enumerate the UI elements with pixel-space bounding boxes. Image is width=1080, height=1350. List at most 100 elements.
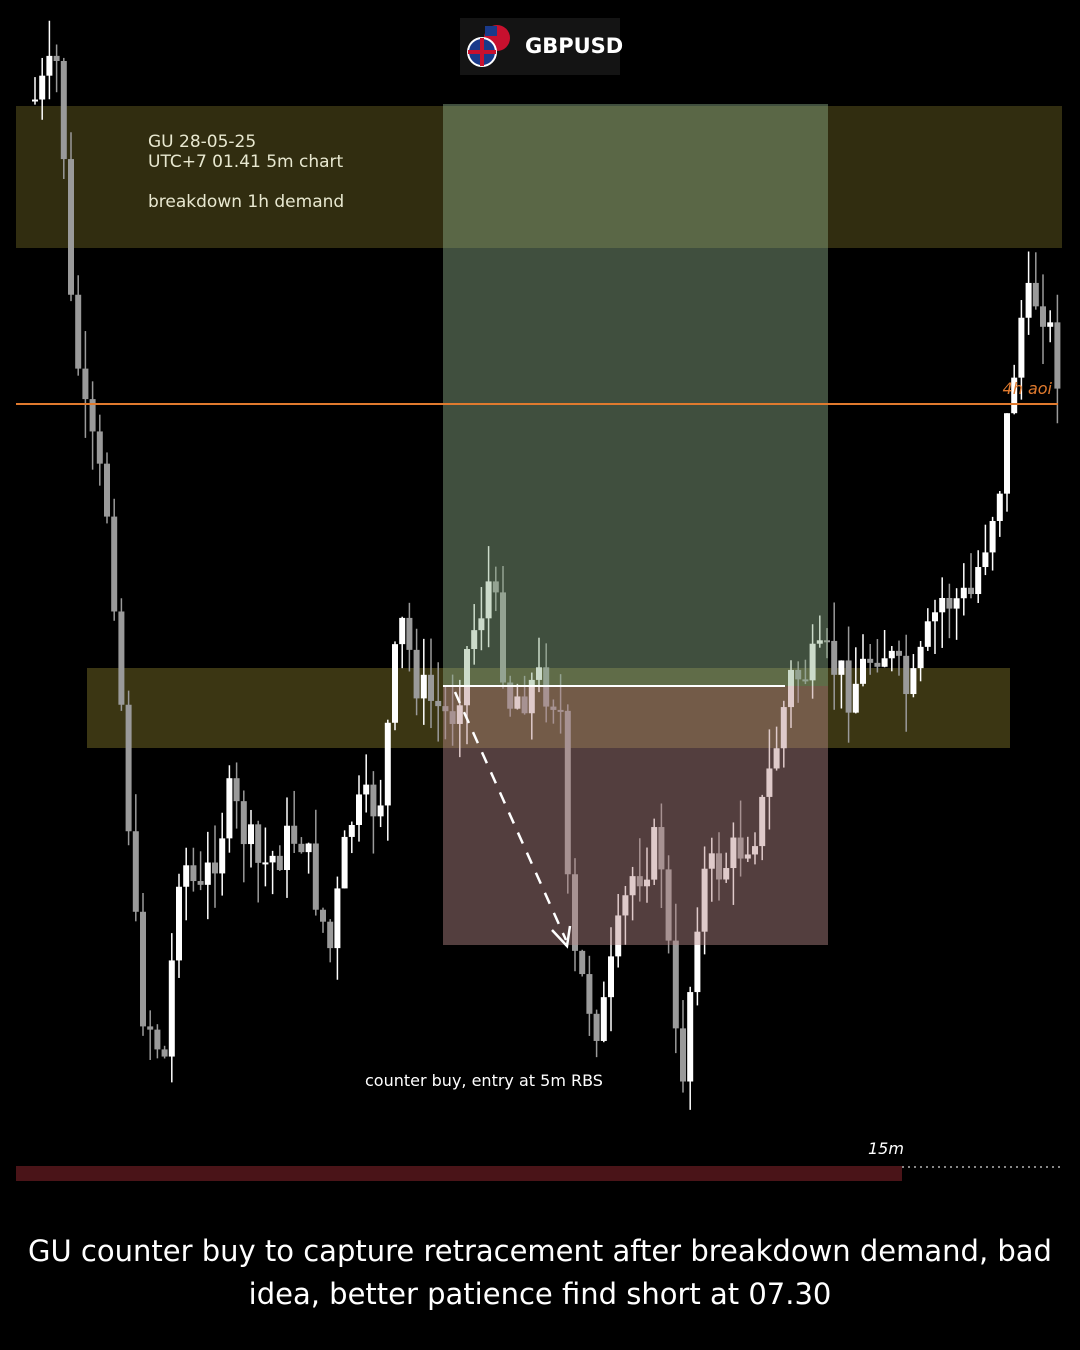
candle-body bbox=[896, 650, 902, 656]
candle-body bbox=[917, 646, 924, 669]
entry-note: counter buy, entry at 5m RBS bbox=[365, 1071, 603, 1090]
candle-body bbox=[46, 55, 53, 76]
candle-body bbox=[1032, 282, 1039, 307]
candle-body bbox=[82, 368, 89, 400]
candle-body bbox=[744, 854, 751, 859]
candle-body bbox=[348, 825, 355, 837]
candle-body bbox=[651, 827, 658, 880]
timer-label: 15m bbox=[868, 1139, 904, 1158]
candle-body bbox=[320, 909, 326, 922]
candle-body bbox=[752, 846, 758, 855]
candle-body bbox=[557, 709, 564, 712]
candle-body bbox=[53, 55, 60, 61]
candle-body bbox=[629, 876, 636, 896]
candle-body bbox=[132, 831, 139, 912]
candle-body bbox=[442, 706, 449, 712]
candle-body bbox=[334, 888, 341, 949]
candle-body bbox=[514, 696, 521, 709]
candle-body bbox=[802, 679, 809, 682]
candle-body bbox=[298, 843, 305, 853]
candle-body bbox=[953, 598, 960, 609]
note-time: UTC+7 01.41 5m chart bbox=[148, 152, 344, 172]
symbol: GBPUSD bbox=[525, 34, 623, 58]
candle-body bbox=[370, 784, 377, 817]
candle-body bbox=[852, 683, 859, 713]
candle-body bbox=[399, 617, 406, 645]
candle-body bbox=[284, 825, 290, 871]
candle-body bbox=[888, 650, 895, 659]
candles bbox=[32, 20, 1061, 1110]
candle-body bbox=[1018, 317, 1025, 378]
flag-us-canton bbox=[485, 26, 497, 36]
candle-body bbox=[982, 552, 989, 568]
stop-loss-zone bbox=[443, 686, 828, 945]
candle-body bbox=[636, 876, 643, 887]
candle-body bbox=[867, 658, 874, 663]
candle-body bbox=[924, 621, 931, 647]
candle-body bbox=[536, 667, 542, 680]
candle-body bbox=[564, 710, 571, 875]
candle-body bbox=[39, 75, 46, 100]
flag-uk-cross bbox=[468, 38, 496, 66]
supply-zone bbox=[16, 106, 1062, 248]
candle-body bbox=[658, 827, 665, 870]
dashed-arrow bbox=[453, 691, 568, 941]
candle-body bbox=[233, 778, 240, 802]
candle-body bbox=[356, 794, 362, 826]
candle-body bbox=[154, 1029, 161, 1050]
candle-body bbox=[262, 862, 269, 865]
candle-body bbox=[809, 643, 816, 681]
candle-body bbox=[831, 640, 838, 675]
candle-body bbox=[176, 886, 182, 961]
candle-body bbox=[968, 587, 974, 595]
candle-body bbox=[111, 516, 118, 612]
candle-body bbox=[449, 711, 456, 724]
candle-body bbox=[89, 399, 96, 432]
candle-body bbox=[608, 956, 614, 998]
candle-body bbox=[1054, 322, 1061, 389]
candle-body bbox=[190, 865, 197, 882]
candle-body bbox=[1004, 413, 1010, 494]
candle-body bbox=[528, 679, 535, 714]
candle-body bbox=[60, 60, 67, 160]
candle-body bbox=[226, 778, 233, 839]
level-label: 4h aoi bbox=[1003, 379, 1053, 398]
candle-body bbox=[406, 617, 413, 650]
candle-body bbox=[960, 587, 967, 599]
candle-body bbox=[32, 99, 38, 102]
candle-body bbox=[75, 294, 82, 369]
candle-body bbox=[420, 674, 427, 699]
candle-body bbox=[723, 868, 730, 880]
candle-body bbox=[838, 660, 845, 675]
candle-body bbox=[665, 869, 672, 941]
candle-body bbox=[996, 493, 1003, 522]
caption: GU counter buy to capture retracement af… bbox=[28, 1234, 1052, 1311]
candle-body bbox=[413, 649, 420, 699]
candle-body bbox=[428, 674, 434, 701]
candle-body bbox=[824, 640, 830, 643]
candle-body bbox=[456, 705, 463, 724]
candle-body bbox=[125, 704, 132, 832]
candle-body bbox=[140, 911, 146, 1027]
candle-body bbox=[572, 874, 578, 951]
candle-body bbox=[737, 837, 744, 859]
candle-body bbox=[291, 825, 298, 844]
candle-body bbox=[435, 700, 442, 707]
candle-body bbox=[903, 655, 910, 695]
candle-body bbox=[773, 748, 780, 769]
candle-body bbox=[478, 618, 485, 631]
candle-body bbox=[197, 881, 204, 885]
candle-body bbox=[708, 853, 715, 869]
candle-body bbox=[910, 668, 917, 695]
candle-body bbox=[219, 838, 226, 874]
candle-body bbox=[392, 644, 398, 723]
note-date: GU 28-05-25 bbox=[148, 132, 256, 152]
candle-body bbox=[305, 843, 312, 853]
candle-body bbox=[579, 950, 586, 975]
candle-body bbox=[780, 707, 787, 749]
candle-body bbox=[874, 662, 881, 667]
candle-body bbox=[204, 862, 211, 885]
candle-body bbox=[1047, 322, 1054, 327]
candle-body bbox=[615, 915, 622, 957]
